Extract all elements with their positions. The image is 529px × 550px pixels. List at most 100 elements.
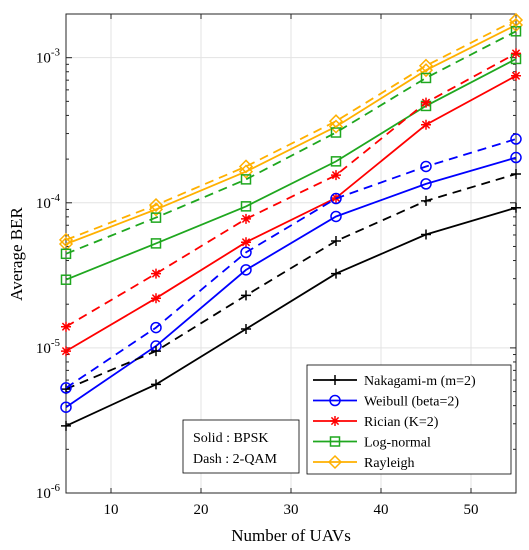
series-line [65, 206, 517, 427]
diamond-marker [328, 114, 344, 129]
asterisk-marker [61, 346, 71, 357]
series-5 [61, 168, 521, 395]
y-tick-label: 10-4 [36, 192, 61, 212]
plus-marker [511, 202, 521, 213]
series-line [65, 19, 517, 241]
series-line [65, 156, 517, 408]
diamond-marker [418, 58, 434, 73]
plus-marker [421, 195, 431, 206]
asterisk-marker [421, 97, 431, 108]
series-1 [60, 151, 522, 413]
circle-marker [240, 246, 252, 259]
asterisk-marker [241, 237, 251, 248]
diamond-marker [327, 454, 343, 470]
y-tick-label: 10-3 [36, 47, 61, 67]
y-tick-label: 10-6 [36, 482, 61, 502]
series-2 [61, 70, 521, 357]
asterisk-marker [421, 119, 431, 130]
series-line [65, 173, 517, 390]
diamond-marker [238, 164, 254, 179]
series-9 [58, 12, 524, 247]
series-line [65, 30, 517, 255]
asterisk-marker [511, 48, 521, 59]
circle-marker [150, 321, 162, 334]
annotation-solid: Solid : BPSK [193, 431, 268, 446]
series-line [65, 138, 517, 389]
circle-marker [420, 160, 432, 173]
legend-entry: Log-normal [313, 436, 431, 451]
plus-marker [511, 168, 521, 179]
square-marker [240, 201, 252, 212]
legend-label: Rician (K=2) [364, 415, 439, 430]
legend: Nakagami-m (m=2) Weibull (beta=2) Rician (… [306, 364, 512, 475]
plus-marker [421, 229, 431, 240]
asterisk-marker [61, 321, 71, 332]
circle-marker [510, 151, 522, 164]
legend-entry: Weibull (beta=2) [313, 395, 459, 410]
x-tick-label: 30 [284, 502, 299, 518]
plus-marker [151, 346, 161, 357]
legend-label: Weibull (beta=2) [364, 395, 459, 410]
asterisk-marker [511, 70, 521, 81]
series-8 [60, 26, 522, 260]
y-axis-label: Average BER [7, 207, 26, 301]
plus-marker [151, 379, 161, 390]
x-tick-label: 50 [464, 502, 479, 518]
asterisk-marker [151, 268, 161, 279]
series-3 [60, 53, 522, 285]
plus-marker [331, 236, 341, 247]
series-line [65, 75, 517, 352]
circle-marker [60, 382, 72, 394]
asterisk-marker [151, 293, 161, 304]
asterisk-marker [331, 170, 341, 181]
annotation-frame [182, 419, 300, 474]
series-6 [60, 133, 522, 394]
circle-marker [330, 210, 342, 223]
square-marker [329, 436, 341, 447]
plus-marker [241, 290, 251, 301]
annotation-box: Solid : BPSK Dash : 2-QAM [182, 419, 300, 474]
asterisk-marker [330, 416, 340, 426]
square-marker [60, 248, 72, 260]
legend-frame [306, 364, 512, 475]
asterisk-marker [241, 213, 251, 224]
axes: 10 20 30 40 50 10-6 10-5 10-4 10-3 [36, 13, 516, 518]
legend-label: Nakagami-m (m=2) [364, 374, 476, 389]
y-tick-label: 10-5 [36, 337, 61, 357]
diamond-marker [328, 119, 344, 134]
circle-marker [330, 192, 342, 205]
legend-entry: Rician (K=2) [313, 415, 439, 430]
series-line [65, 52, 517, 328]
square-marker [420, 72, 432, 84]
legend-label: Rayleigh [364, 456, 415, 471]
circle-marker [329, 394, 341, 407]
series-line [65, 58, 517, 281]
annotation-dash: Dash : 2-QAM [193, 452, 278, 467]
plus-marker [330, 375, 340, 385]
diamond-marker [58, 232, 74, 247]
legend-entry: Nakagami-m (m=2) [313, 374, 476, 389]
circle-marker [510, 133, 522, 145]
circle-marker [60, 401, 72, 413]
plus-marker [331, 268, 341, 279]
legend-label: Log-normal [364, 436, 431, 451]
x-tick-label: 40 [374, 502, 389, 518]
diamond-marker [238, 159, 254, 174]
diamond-marker [508, 12, 524, 28]
series-line [65, 24, 517, 245]
x-tick-label: 20 [194, 502, 209, 518]
diamond-marker [148, 197, 164, 213]
series-0 [61, 202, 521, 431]
plus-marker [61, 420, 71, 431]
square-marker [150, 238, 162, 249]
x-tick-label: 10 [104, 502, 119, 518]
legend-entry: Rayleigh [313, 454, 415, 471]
x-axis-label: Number of UAVs [231, 526, 351, 545]
square-marker [150, 212, 162, 223]
plus-marker [241, 323, 251, 334]
square-marker [240, 174, 252, 185]
circle-marker [420, 178, 432, 190]
series-7 [61, 48, 521, 332]
series-layer [58, 12, 524, 431]
